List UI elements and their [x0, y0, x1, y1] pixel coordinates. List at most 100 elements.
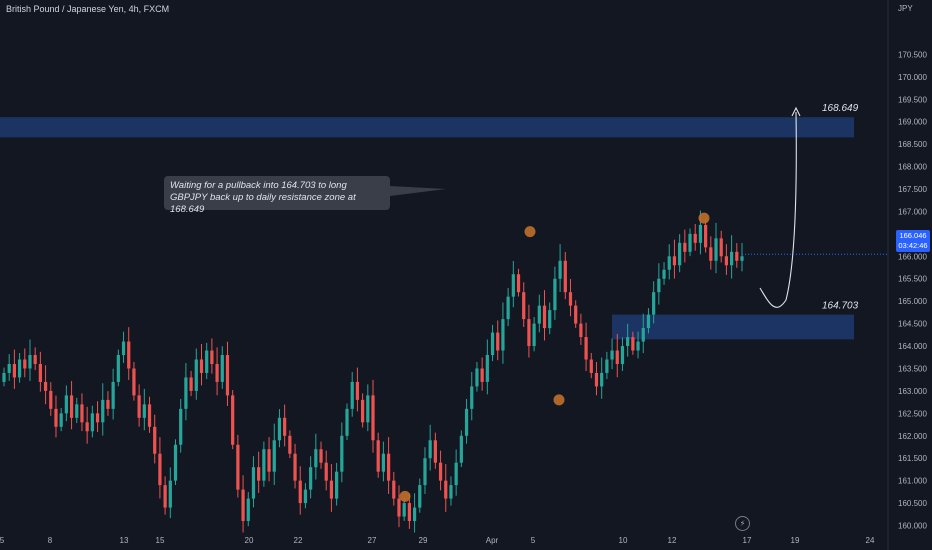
price-tick-label: 168.500: [898, 140, 927, 149]
candle-body: [459, 435, 463, 463]
candle-body: [257, 467, 261, 481]
candle-body: [2, 372, 6, 382]
candle-body: [688, 233, 692, 252]
candle-body: [262, 449, 266, 481]
candle-body: [735, 251, 739, 261]
candle-body: [652, 292, 656, 315]
lightning-bolt-icon[interactable]: ⚡: [735, 516, 750, 531]
time-tick-label: 19: [791, 536, 800, 545]
candle-body: [220, 355, 224, 382]
annotation-line-1: Waiting for a pullback into 164.703 to l…: [170, 180, 347, 191]
candle-body: [116, 355, 120, 382]
candle-body: [579, 323, 583, 338]
candle-body: [137, 395, 141, 418]
candle-body: [283, 417, 287, 436]
time-tick-label: 22: [294, 536, 303, 545]
candle-body: [490, 332, 495, 356]
candle-body: [267, 449, 271, 472]
candle-body: [636, 341, 640, 351]
candle-body: [480, 368, 484, 382]
swing-marker: [553, 394, 565, 406]
projection-arrowhead: [791, 106, 801, 117]
candle-body: [309, 467, 313, 490]
time-tick-label: 20: [245, 536, 254, 545]
candle-body: [428, 440, 432, 459]
price-tick-label: 162.500: [898, 409, 927, 418]
candle-body: [54, 408, 58, 427]
time-tick-label: 10: [619, 536, 628, 545]
candle-body: [610, 350, 614, 360]
candle-body: [605, 359, 609, 373]
candle-body: [704, 224, 708, 248]
candle-body: [111, 381, 115, 409]
candle-body: [558, 260, 562, 279]
time-tick-label: 12: [668, 536, 677, 545]
candle-body: [33, 355, 37, 364]
time-tick-label: 27: [368, 536, 377, 545]
candle-body: [438, 462, 443, 481]
candle-body: [386, 453, 391, 481]
candle-body: [95, 413, 100, 423]
price-tick-label: 164.000: [898, 342, 927, 351]
candle-body: [371, 395, 375, 441]
candle-body: [194, 359, 198, 391]
projection-path: [759, 111, 797, 308]
candle-body: [397, 498, 401, 517]
swing-marker: [399, 490, 411, 502]
candle-body: [553, 278, 557, 311]
price-tick-label: 167.000: [898, 207, 927, 216]
candle-body: [464, 408, 469, 436]
candle-body: [724, 256, 729, 266]
candle-body: [516, 274, 521, 293]
annotation-callout[interactable]: Waiting for a pullback into 164.703 to l…: [164, 176, 390, 215]
candle-body: [329, 480, 334, 499]
candle-body: [210, 350, 214, 364]
candle-body: [179, 408, 183, 445]
candle-body: [709, 247, 713, 261]
candle-body: [407, 503, 411, 522]
time-tick-label: 5: [531, 536, 536, 545]
candle-body: [662, 269, 666, 279]
price-tick-label: 168.000: [898, 163, 927, 172]
candle-body: [127, 341, 131, 369]
candle-body: [366, 395, 370, 423]
candle-body: [532, 323, 536, 347]
price-tick-label: 160.000: [898, 522, 927, 531]
price-tick-label: 163.500: [898, 364, 927, 373]
candle-body: [158, 453, 162, 486]
candle-body: [17, 359, 22, 378]
support-zone: [612, 314, 854, 340]
candle-body: [470, 386, 474, 409]
candle-body: [506, 296, 510, 320]
price-tick-label: 160.500: [898, 499, 927, 508]
candle-body: [303, 489, 308, 504]
candle-body: [184, 377, 188, 409]
candle-body: [522, 292, 526, 320]
candle-body: [272, 440, 276, 472]
annotation-line-2: GBPJPY back up to daily resistance zone …: [170, 192, 356, 215]
candle-body: [49, 390, 53, 409]
candle-body: [319, 449, 323, 463]
swing-marker: [698, 212, 710, 224]
price-tick-label: 161.000: [898, 477, 927, 486]
candle-body: [402, 503, 406, 517]
candle-body: [620, 346, 625, 364]
candle-body: [641, 328, 645, 342]
candle-body: [542, 305, 547, 329]
support-zone-label: 164.703: [822, 301, 859, 312]
candle-body: [412, 507, 417, 522]
time-tick-label: Apr: [486, 536, 499, 545]
candle-body: [646, 314, 651, 329]
price-tick-label: 166.000: [898, 252, 927, 261]
candle-body: [376, 440, 380, 472]
candle-body: [527, 319, 531, 347]
candle-body: [511, 274, 515, 297]
candle-body: [324, 462, 328, 481]
candle-body: [246, 498, 250, 522]
candle-body: [496, 332, 500, 351]
candle-body: [153, 426, 157, 454]
candle-body: [121, 341, 126, 356]
candle-body: [236, 444, 240, 490]
